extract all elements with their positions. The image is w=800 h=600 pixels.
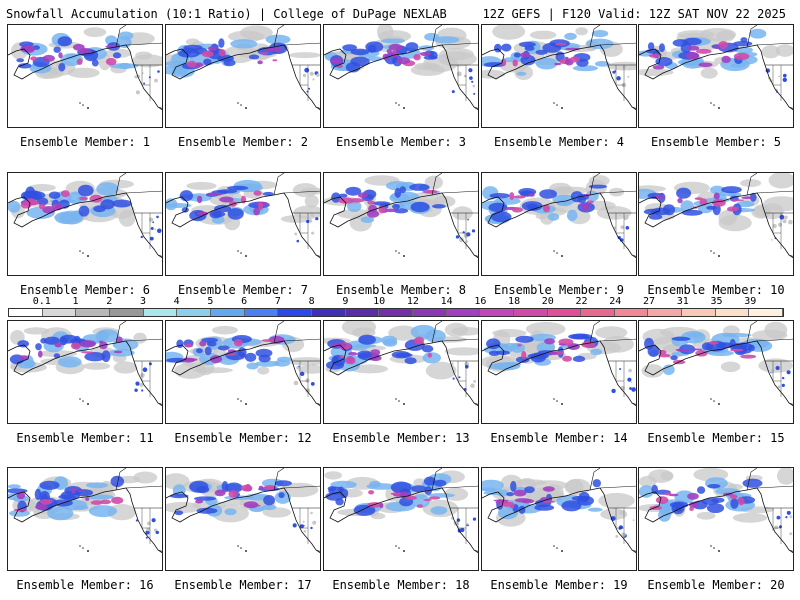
ensemble-member-label: Ensemble Member: 17 bbox=[174, 578, 312, 592]
colorbar-swatch bbox=[513, 309, 548, 316]
model-run-info: 12Z GEFS | F120 Valid: 12Z SAT NOV 22 20… bbox=[482, 7, 786, 21]
colorbar-tick-label: 39 bbox=[744, 296, 757, 307]
colorbar-tick-label: 20 bbox=[541, 296, 554, 307]
colorbar-swatch bbox=[480, 309, 514, 316]
colorbar-swatch bbox=[76, 309, 110, 316]
ensemble-member-label: Ensemble Member: 14 bbox=[490, 431, 628, 445]
colorbar-swatch bbox=[547, 309, 582, 316]
ensemble-member-label: Ensemble Member: 18 bbox=[332, 578, 470, 592]
colorbar-tick-label: 14 bbox=[440, 296, 453, 307]
colorbar-tick-label: 10 bbox=[373, 296, 386, 307]
ensemble-map-panel bbox=[481, 24, 637, 128]
colorbar-tick-label: 12 bbox=[406, 296, 419, 307]
ensemble-map-panel bbox=[638, 467, 794, 571]
ensemble-member-label: Ensemble Member: 4 bbox=[493, 135, 625, 149]
ensemble-member-label: Ensemble Member: 12 bbox=[174, 431, 312, 445]
ensemble-map-panel bbox=[165, 467, 321, 571]
colorbar-tick-label: 27 bbox=[643, 296, 656, 307]
colorbar-swatch bbox=[682, 309, 716, 316]
colorbar-swatch bbox=[42, 309, 77, 316]
ensemble-map-panel bbox=[165, 320, 321, 424]
ensemble-map-panel bbox=[481, 320, 637, 424]
snowfall-colorbar bbox=[8, 308, 784, 317]
colorbar-tick-label: 1 bbox=[72, 296, 79, 307]
ensemble-member-label: Ensemble Member: 16 bbox=[16, 578, 154, 592]
ensemble-map-panel bbox=[165, 172, 321, 276]
ensemble-map-panel bbox=[323, 24, 479, 128]
ensemble-member-label: Ensemble Member: 11 bbox=[16, 431, 154, 445]
map-title: Snowfall Accumulation (10:1 Ratio) | Col… bbox=[6, 7, 447, 21]
colorbar-swatch bbox=[9, 309, 43, 316]
ensemble-member-label: Ensemble Member: 1 bbox=[19, 135, 151, 149]
ensemble-map-panel bbox=[638, 24, 794, 128]
ensemble-map-panel bbox=[7, 467, 163, 571]
ensemble-map-panel bbox=[7, 320, 163, 424]
colorbar-swatch bbox=[581, 309, 615, 316]
colorbar-swatch bbox=[412, 309, 447, 316]
ensemble-map-panel bbox=[481, 467, 637, 571]
ensemble-member-label: Ensemble Member: 10 bbox=[647, 283, 785, 297]
ensemble-member-label: Ensemble Member: 20 bbox=[647, 578, 785, 592]
colorbar-tick-label: 5 bbox=[207, 296, 214, 307]
ensemble-member-label: Ensemble Member: 5 bbox=[650, 135, 782, 149]
colorbar-swatch bbox=[648, 309, 683, 316]
colorbar-tick-label: 9 bbox=[342, 296, 349, 307]
ensemble-map-panel bbox=[165, 24, 321, 128]
colorbar-labels: 0.1 1 2 3 4 5 6 7 8 9 10 12 14 16 18 20 22 24 27 31 35 39 bbox=[8, 296, 784, 308]
colorbar-tick-label: 6 bbox=[241, 296, 248, 307]
ensemble-member-label: Ensemble Member: 6 bbox=[19, 283, 151, 297]
colorbar-swatch bbox=[177, 309, 211, 316]
colorbar-swatch bbox=[109, 309, 144, 316]
colorbar-tick-label: 2 bbox=[106, 296, 113, 307]
colorbar-tick-label: 22 bbox=[575, 296, 588, 307]
colorbar-swatch bbox=[143, 309, 178, 316]
colorbar-tick-label: 31 bbox=[676, 296, 689, 307]
ensemble-member-label: Ensemble Member: 13 bbox=[332, 431, 470, 445]
colorbar-tick-label: 16 bbox=[474, 296, 487, 307]
colorbar-tick-label: 3 bbox=[139, 296, 146, 307]
ensemble-member-label: Ensemble Member: 2 bbox=[177, 135, 309, 149]
ensemble-member-label: Ensemble Member: 15 bbox=[647, 431, 785, 445]
ensemble-member-label: Ensemble Member: 8 bbox=[335, 283, 467, 297]
ensemble-map-panel bbox=[638, 172, 794, 276]
colorbar-swatch bbox=[446, 309, 481, 316]
colorbar-tick-label: 24 bbox=[609, 296, 622, 307]
colorbar-swatch bbox=[345, 309, 380, 316]
ensemble-map-panel bbox=[7, 24, 163, 128]
colorbar-tick-label: 18 bbox=[508, 296, 521, 307]
colorbar-swatch bbox=[244, 309, 279, 316]
ensemble-member-label: Ensemble Member: 3 bbox=[335, 135, 467, 149]
ensemble-member-label: Ensemble Member: 19 bbox=[490, 578, 628, 592]
colorbar-tick-label: 4 bbox=[173, 296, 180, 307]
ensemble-member-label: Ensemble Member: 9 bbox=[493, 283, 625, 297]
ensemble-map-panel bbox=[638, 320, 794, 424]
colorbar-swatch bbox=[749, 309, 784, 316]
ensemble-map-panel bbox=[323, 172, 479, 276]
ensemble-map-panel bbox=[481, 172, 637, 276]
colorbar-swatch bbox=[379, 309, 413, 316]
colorbar-tick-label: 0.1 bbox=[32, 296, 51, 307]
ensemble-map-panel bbox=[323, 467, 479, 571]
colorbar-tick-label: 7 bbox=[274, 296, 281, 307]
colorbar-tick-label: 8 bbox=[308, 296, 315, 307]
ensemble-map-panel bbox=[323, 320, 479, 424]
colorbar-tick-label: 35 bbox=[710, 296, 723, 307]
colorbar-swatch bbox=[210, 309, 245, 316]
colorbar-swatch bbox=[278, 309, 312, 316]
colorbar-swatch bbox=[311, 309, 346, 316]
ensemble-member-label: Ensemble Member: 7 bbox=[177, 283, 309, 297]
ensemble-map-panel bbox=[7, 172, 163, 276]
colorbar-swatch bbox=[614, 309, 649, 316]
colorbar-swatch bbox=[715, 309, 750, 316]
